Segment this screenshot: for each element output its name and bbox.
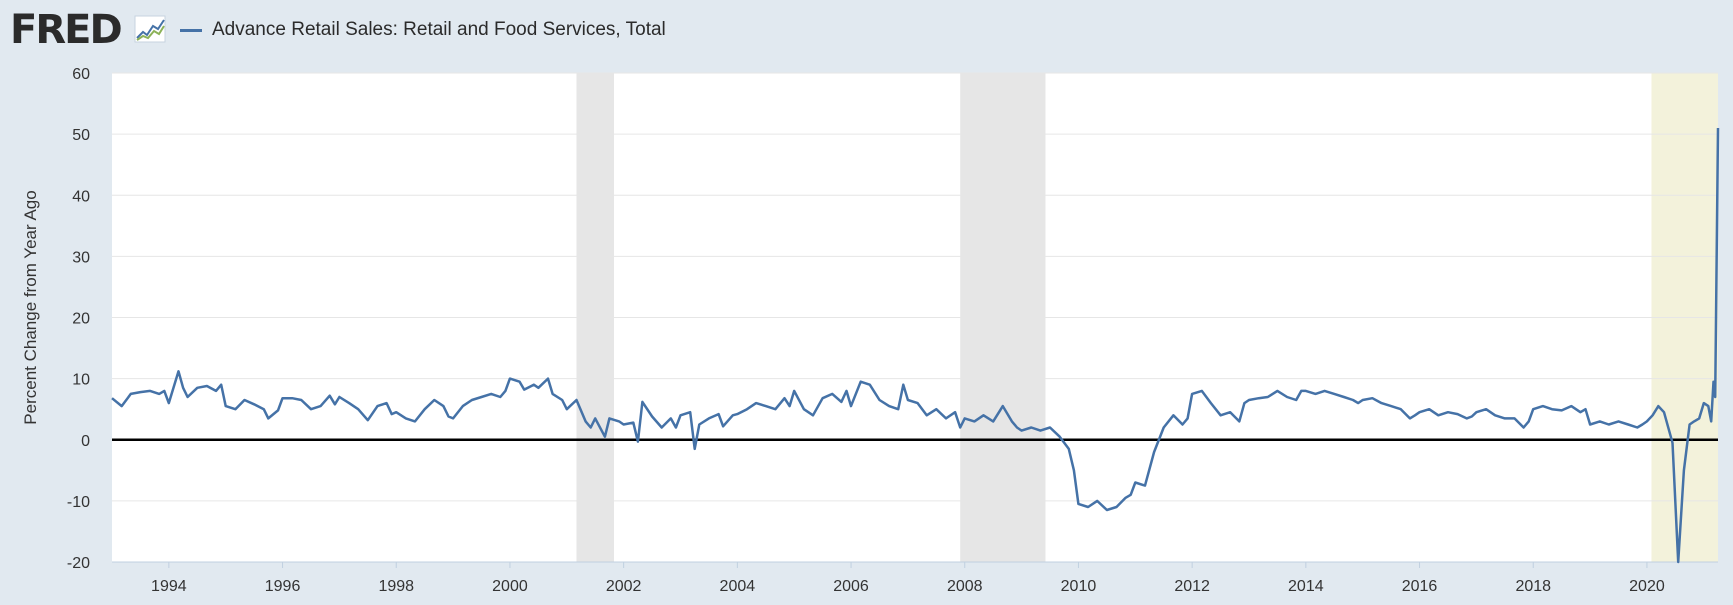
y-tick-label: 60: [72, 66, 90, 83]
y-axis-title: Percent Change from Year Ago: [21, 190, 40, 424]
x-tick-label: 2020: [1629, 578, 1665, 595]
x-tick-label: 1998: [378, 578, 414, 595]
y-tick-label: 50: [72, 127, 90, 144]
x-tick-label: 2004: [720, 578, 756, 595]
series-line: [111, 127, 1720, 564]
y-tick-label: 40: [72, 188, 90, 205]
y-tick-label: -20: [67, 555, 90, 572]
y-tick-label: 0: [81, 433, 90, 450]
x-tick-label: 1996: [265, 578, 301, 595]
x-tick-label: 2002: [606, 578, 642, 595]
y-tick-label: 20: [72, 311, 90, 328]
legend-swatch: [180, 28, 202, 32]
x-tick-label: 1994: [151, 578, 187, 595]
chart-legend[interactable]: Advance Retail Sales: Retail and Food Se…: [180, 18, 666, 42]
x-tick-label: 2008: [947, 578, 983, 595]
x-tick-label: 2000: [492, 578, 528, 595]
legend-label: Advance Retail Sales: Retail and Food Se…: [212, 19, 666, 40]
fred-logo[interactable]: FRED: [10, 7, 123, 53]
x-tick-label: 2014: [1288, 578, 1324, 595]
chart-header: FRED Advance Retail Sales: Retail and Fo…: [0, 0, 1733, 62]
x-tick-label: 2010: [1061, 578, 1097, 595]
x-tick-label: 2018: [1515, 578, 1551, 595]
y-tick-label: -10: [67, 494, 90, 511]
x-tick-label: 2006: [833, 578, 869, 595]
x-tick-label: 2012: [1174, 578, 1210, 595]
y-tick-label: 30: [72, 249, 90, 266]
y-tick-label: 10: [72, 372, 90, 389]
x-tick-label: 2016: [1402, 578, 1438, 595]
trend-chart-icon: [133, 14, 167, 44]
